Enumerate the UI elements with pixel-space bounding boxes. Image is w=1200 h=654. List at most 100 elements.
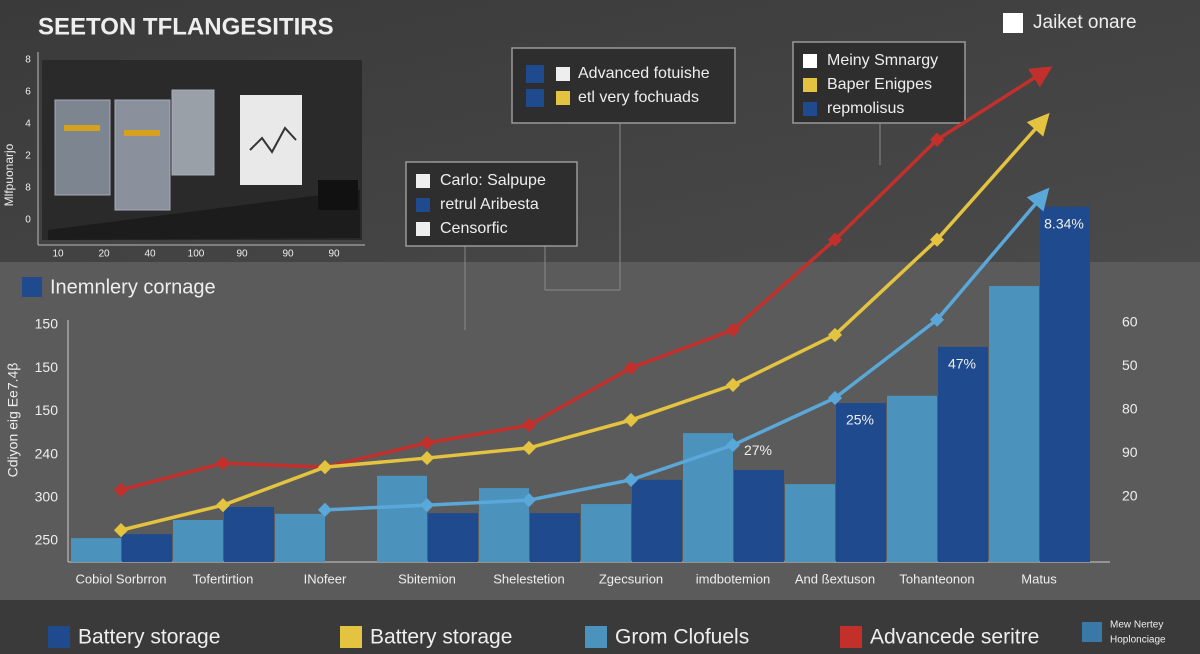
- strip: [64, 125, 100, 131]
- value-label: 8.34%: [1044, 215, 1084, 231]
- line-marker: [317, 502, 333, 517]
- strip: [124, 130, 160, 136]
- top-legend: Jaiket onare: [1033, 12, 1137, 33]
- y2-axis-label: 90: [1122, 444, 1138, 460]
- y2-axis-label: 60: [1122, 314, 1138, 330]
- legend-swatch: [1082, 622, 1102, 642]
- y-axis-label: 300: [35, 489, 59, 505]
- callout-swatch: [803, 54, 817, 68]
- legend-swatch: [585, 626, 607, 648]
- bar: [632, 479, 682, 562]
- y-axis-title: Cdiyon eig Ee7.4β: [5, 363, 21, 478]
- callout-box: [405, 161, 578, 247]
- callout-swatch: [556, 91, 570, 105]
- bar: [275, 513, 325, 562]
- x-tick-label: Matus: [1021, 571, 1057, 586]
- line-marker: [521, 493, 537, 508]
- inset-y-tick: 4: [25, 119, 31, 130]
- inset-x-tick: 90: [236, 249, 248, 260]
- legend-label: Battery storage: [370, 626, 512, 649]
- bar: [122, 534, 172, 562]
- callout-box: [792, 41, 966, 124]
- inset-x-tick: 10: [52, 249, 64, 260]
- cabinet: [54, 99, 111, 196]
- callout-swatch: [803, 78, 817, 92]
- callout-swatch: [526, 65, 544, 83]
- cabinet: [114, 99, 171, 211]
- callout-swatch: [803, 102, 817, 116]
- board: [240, 95, 302, 185]
- line-marker: [623, 472, 639, 487]
- bar: [428, 513, 478, 562]
- x-tick-label: Zgecsurion: [599, 571, 663, 586]
- bar: [785, 484, 835, 562]
- bar: [173, 519, 223, 562]
- y-axis-label: 250: [35, 532, 59, 548]
- line-marker: [317, 460, 333, 475]
- inset-x-tick: 90: [328, 249, 340, 260]
- line-marker: [215, 498, 231, 513]
- bar: [377, 475, 427, 562]
- bar: [887, 395, 937, 562]
- x-tick-label: Sbitemion: [398, 571, 456, 586]
- inset-x-tick: 90: [282, 249, 294, 260]
- callout-swatch: [526, 89, 544, 107]
- line: [120, 73, 1040, 492]
- callout-item: Meiny Smnargy: [827, 52, 938, 69]
- device: [318, 180, 358, 210]
- line: [120, 123, 1041, 532]
- legend-label: Battery storage: [78, 626, 220, 649]
- line-marker: [725, 437, 741, 453]
- line-marker: [827, 327, 843, 343]
- x-tick-label: Tohanteonon: [899, 571, 974, 586]
- x-tick-label: And ßextuson: [795, 571, 875, 586]
- legend-label: Grom Clofuels: [615, 626, 749, 649]
- callout-item: Censorfic: [440, 220, 508, 237]
- line-marker: [929, 232, 945, 247]
- line-marker: [725, 377, 741, 392]
- inset-x-tick: 100: [188, 249, 205, 260]
- bar: [1040, 206, 1090, 562]
- board-line: [249, 126, 297, 154]
- y2-axis-label: 20: [1122, 488, 1138, 504]
- line-marker: [623, 412, 639, 428]
- title: SEETON TFLANGESITIRS: [38, 13, 334, 40]
- line-marker: [929, 132, 945, 147]
- inset-x-tick: 20: [98, 249, 110, 260]
- inset-x-tick: 40: [144, 249, 156, 260]
- inset: Mlfpuonarjo: [2, 52, 365, 246]
- inset-y-tick: 0: [25, 215, 31, 226]
- section-label: Inemnlery cornage: [50, 276, 216, 298]
- y-axis-label: 150: [35, 359, 59, 375]
- bar: [836, 403, 886, 562]
- y-axis-label: 240: [35, 445, 59, 461]
- callout-item: etl very fochuads: [578, 89, 699, 106]
- line-marker: [113, 523, 129, 538]
- bar: [581, 504, 631, 562]
- callout-swatch: [416, 198, 430, 212]
- inset-y-tick: 8: [25, 183, 31, 194]
- line-marker: [929, 312, 945, 327]
- x-tick-label: Shelestetion: [493, 571, 565, 586]
- cabinet: [171, 89, 215, 176]
- bar: [224, 506, 274, 562]
- inset-y-tick: 2: [25, 151, 31, 162]
- bar: [938, 346, 988, 562]
- x-tick-label: Cobiol Sorbrron: [75, 571, 166, 586]
- inset-y-label: Mlfpuonarjo: [2, 143, 16, 206]
- legend-label: Advancede seritre: [870, 626, 1039, 649]
- value-label: 27%: [744, 442, 772, 458]
- line-marker: [827, 232, 843, 247]
- y2-axis-label: 50: [1122, 357, 1138, 373]
- arrow-head: [1026, 112, 1050, 137]
- y-axis-label: 150: [35, 316, 59, 332]
- section-swatch: [22, 277, 42, 297]
- legend-note: Hoplonciage: [1110, 635, 1166, 646]
- legend-note: Mew Nertey: [1110, 620, 1163, 631]
- bar: [530, 513, 580, 562]
- arrow-head: [1026, 187, 1050, 212]
- x-tick-label: INofeer: [304, 571, 347, 586]
- bar: [71, 538, 121, 562]
- line-marker: [419, 498, 435, 513]
